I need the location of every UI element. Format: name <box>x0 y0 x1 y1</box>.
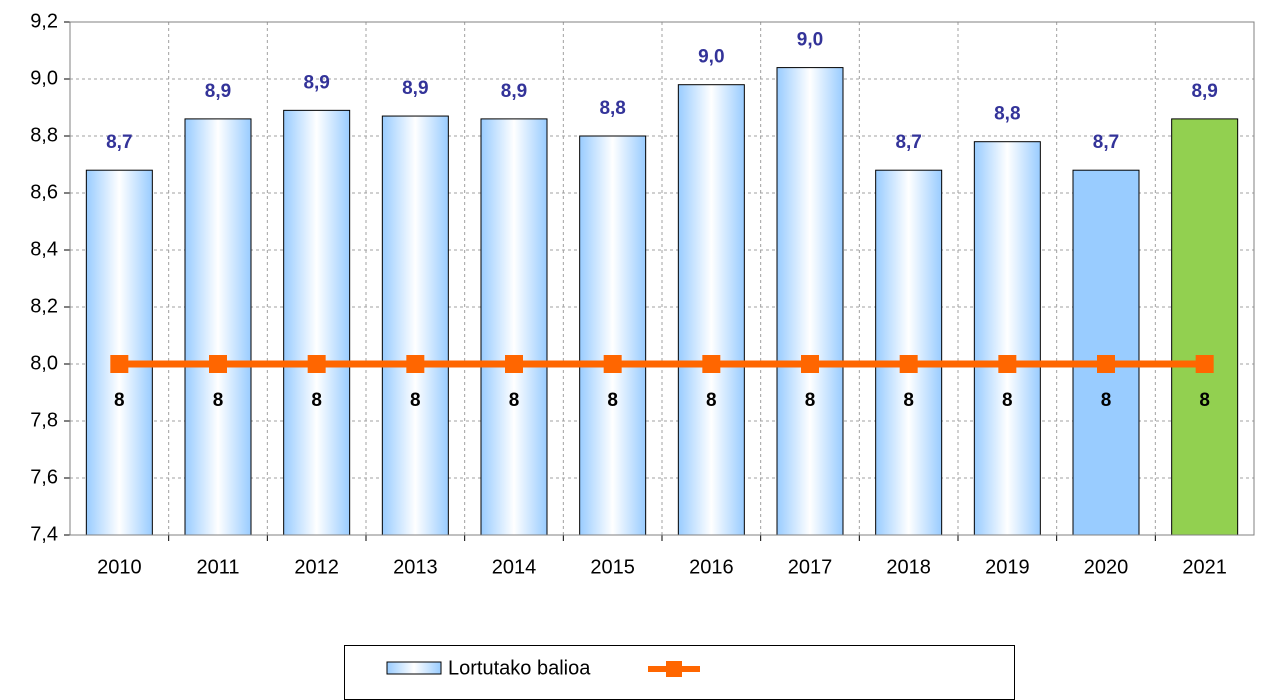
line-value-label: 8 <box>1101 390 1112 411</box>
bar <box>283 109 351 536</box>
line-marker <box>1195 355 1214 373</box>
line-marker <box>307 355 326 373</box>
x-tick-label: 2012 <box>294 556 339 578</box>
x-tick-label: 2020 <box>1084 556 1129 578</box>
y-tick-label: 8,6 <box>30 181 58 203</box>
bar-value-label: 8,7 <box>895 132 921 153</box>
y-tick-label: 8,8 <box>30 124 58 146</box>
plot-border <box>69 21 1255 536</box>
line-marker <box>702 355 721 373</box>
x-tick-label: 2021 <box>1182 556 1227 578</box>
bar <box>677 84 745 536</box>
bar-value-label: 8,8 <box>599 98 625 119</box>
y-tick-label: 8,2 <box>30 295 58 317</box>
x-tick-label: 2017 <box>788 556 833 578</box>
marks <box>85 67 1239 536</box>
x-tick-label: 2010 <box>97 556 142 578</box>
bar <box>973 141 1041 536</box>
legend-swatch <box>386 661 442 675</box>
bar <box>776 67 844 536</box>
y-tick-label: 8,4 <box>30 238 58 260</box>
y-tick-label: 7,8 <box>30 409 58 431</box>
x-tick-label: 2015 <box>590 556 635 578</box>
line-value-label: 8 <box>1199 390 1210 411</box>
y-tick-label: 7,4 <box>30 523 58 545</box>
line-marker <box>899 355 918 373</box>
line-marker <box>209 355 227 373</box>
y-tick-label: 7,6 <box>30 466 58 488</box>
line-value-label: 8 <box>903 390 914 411</box>
bar <box>1171 118 1239 536</box>
y-tick-label: 9,2 <box>30 10 58 32</box>
legend-marker <box>666 661 682 677</box>
line-marker <box>505 355 523 373</box>
line-value-label: 8 <box>509 390 520 411</box>
line-marker <box>406 355 425 373</box>
line-marker <box>998 355 1017 373</box>
line-marker <box>801 355 819 373</box>
bar <box>1072 169 1140 536</box>
legend-label: Lortutako balioa <box>448 657 591 679</box>
x-tick-label: 2014 <box>492 556 537 578</box>
bar-value-label: 8,7 <box>106 132 132 153</box>
line-marker <box>603 355 622 373</box>
line-value-label: 8 <box>410 390 421 411</box>
bar <box>875 169 943 536</box>
line-value-label: 8 <box>805 390 816 411</box>
bar-value-label: 9,0 <box>797 30 823 51</box>
bar <box>480 118 548 536</box>
bar-value-label: 8,9 <box>1191 81 1217 102</box>
bar <box>85 169 153 536</box>
line-marker <box>1097 355 1115 373</box>
bar-value-label: 8,9 <box>205 81 231 102</box>
bar-value-label: 8,7 <box>1093 132 1119 153</box>
x-tick-label: 2013 <box>393 556 438 578</box>
y-tick-label: 8,0 <box>30 352 58 374</box>
bar-value-label: 8,9 <box>303 72 329 93</box>
line-value-label: 8 <box>213 390 224 411</box>
x-tick-label: 2018 <box>886 556 931 578</box>
y-tick-label: 9,0 <box>30 67 58 89</box>
line-marker <box>110 355 129 373</box>
x-tick-label: 2019 <box>985 556 1030 578</box>
line-value-label: 8 <box>114 390 125 411</box>
line-value-label: 8 <box>311 390 322 411</box>
bar-value-label: 8,9 <box>402 78 428 99</box>
x-tick-label: 2011 <box>196 556 239 578</box>
bar-value-label: 8,9 <box>501 81 527 102</box>
line-value-label: 8 <box>607 390 618 411</box>
bar <box>381 115 449 536</box>
bar-value-label: 9,0 <box>698 47 724 68</box>
bar-value-label: 8,8 <box>994 104 1020 125</box>
line-value-label: 8 <box>1002 390 1013 411</box>
line-value-label: 8 <box>706 390 717 411</box>
bar <box>184 118 252 536</box>
x-tick-label: 2016 <box>689 556 734 578</box>
bar <box>579 135 647 536</box>
